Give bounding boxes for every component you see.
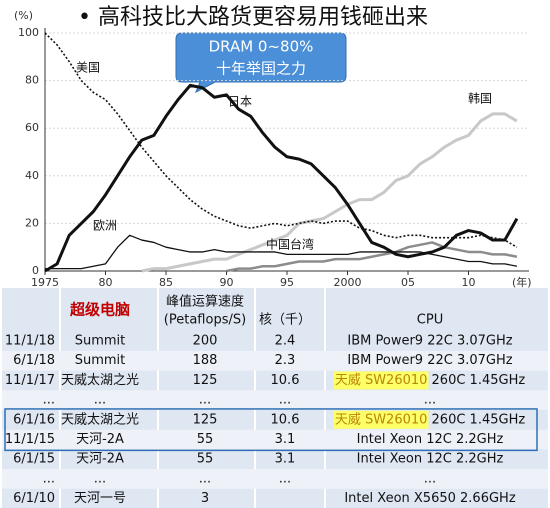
cpu-cell: IBM Power9 22C 3.07GHz [347,353,512,368]
name-cell: 天河-2A [76,452,124,467]
x-tick-label: 80 [99,276,113,289]
x-tick-label: 10 [462,276,476,289]
y-tick-label: 80 [25,74,39,87]
cores-cell: 10.6 [271,373,300,388]
annotation: DRAM 0~80% [209,38,314,56]
peak-cell: 3 [201,491,209,506]
name-cell: 天威太湖之光 [61,412,139,427]
cores-cell: ... [279,393,291,408]
series-label: 韩国 [468,91,492,106]
cpu-cell: 260C 1.45GHz [427,373,525,388]
y-tick-label: 60 [25,121,39,134]
annotation: 十年举国之力 [216,60,306,78]
peak-cell: 125 [193,412,218,427]
x-tick-label: 05 [401,276,415,289]
series-line [44,32,518,248]
cpu-cell: ... [424,471,436,486]
cpu-cell: Intel Xeon X5650 2.66GHz [344,491,515,506]
slide-title: • 高科技比大路货更容易用钱砸出来 [78,5,428,30]
peak-cell: 125 [193,373,218,388]
name-cell: 天河-2A [76,432,124,447]
peak-cell: 188 [193,353,218,368]
name-cell: 天河一号 [74,491,126,506]
row-stripe [2,469,548,489]
series-line [45,234,518,270]
name-cell: Summit [75,353,126,368]
cores-cell: 3.1 [275,452,296,467]
cores-cell: 2.3 [275,353,296,368]
x-tick-label: 1975 [31,276,59,289]
x-tick-label: 2000 [334,276,362,289]
peak-cell: 200 [193,334,218,349]
name-cell: ... [94,471,106,486]
y-tick-label: 0 [32,264,39,277]
name-cell: 天威太湖之光 [61,373,139,388]
cpu-highlight-cell: 天威 SW26010 [335,373,428,388]
header-cell: CPU [417,313,443,328]
cores-cell: 2.4 [275,334,296,349]
series-line [226,241,518,273]
date-cell: 11/1/18 [5,334,55,349]
x-tick-label: 90 [220,276,234,289]
peak-cell: 55 [197,432,214,447]
cpu-cell: Intel Xeon 12C 2.2GHz [357,452,504,467]
row-stripe [2,350,548,371]
peak-cell: 55 [197,452,214,467]
date-cell: 11/1/15 [5,432,55,447]
peak-cell: ... [199,471,211,486]
series-label: 欧洲 [93,219,117,233]
y-axis-label: (%) [14,9,33,22]
cpu-cell: ... [424,393,436,408]
date-cell: 11/1/17 [5,373,55,388]
cpu-cell: IBM Power9 22C 3.07GHz [347,334,512,349]
y-tick-label: 20 [25,216,39,229]
cores-cell: 10.6 [271,412,300,427]
x-axis-label: (年) [512,275,532,289]
series-label: 中国台湾 [266,237,314,252]
series-label: 日本 [228,95,252,109]
header-cell: 核（千） [259,313,311,328]
row-stripe [2,429,548,450]
date-cell: ... [43,393,55,408]
header-cell: 超级电脑 [69,301,130,319]
date-cell: 6/1/10 [13,491,55,506]
series-label: 美国 [76,61,100,75]
header-cell: (Petaflops/S) [164,313,246,328]
annotation-callout [175,32,347,94]
cpu-highlight-cell: 天威 SW26010 [335,412,428,427]
row-group-box [4,408,538,452]
header-cell: 峰值运算速度 [166,294,244,310]
series-line [141,112,518,273]
x-tick-label: 95 [280,276,294,289]
cores-cell: ... [279,471,291,486]
cpu-cell: Intel Xeon 12C 2.2GHz [357,432,504,447]
y-tick-label: 40 [25,169,39,182]
row-stripe [2,390,548,410]
name-cell: ... [94,393,106,408]
cores-cell: 3.1 [275,432,296,447]
cpu-cell: 260C 1.45GHz [427,412,525,427]
date-cell: 6/1/16 [13,412,55,427]
x-tick-label: 85 [159,276,173,289]
name-cell: Summit [75,334,126,349]
date-cell: 6/1/15 [13,452,55,467]
series-line [44,83,519,273]
y-tick-label: 100 [18,26,39,39]
peak-cell: ... [199,393,211,408]
highlight [333,371,429,390]
highlight [333,410,429,429]
date-cell: ... [43,471,55,486]
date-cell: 6/1/18 [13,353,55,368]
